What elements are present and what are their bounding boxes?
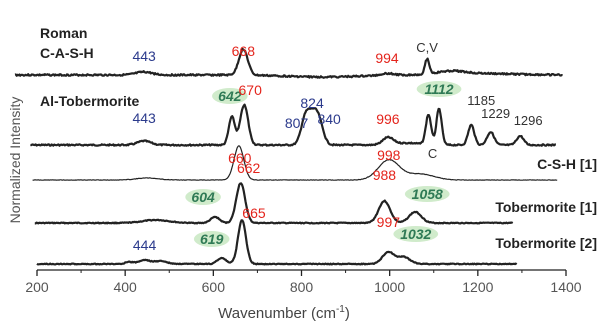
y-axis-title: Normalized Intensity [7,97,23,224]
series-label: Al-Tobermorite [40,93,140,109]
peak-label-highlight [212,88,248,104]
spectrum-line [32,145,558,181]
peak-label: 807 [285,115,309,131]
peak-label: 1112 [425,81,454,97]
peak-label: 1296 [514,113,543,128]
peak-label: 988 [373,167,397,183]
peak-label: 642 [218,88,242,104]
x-tick-label: 400 [113,279,137,295]
x-tick-label: 1400 [550,279,581,295]
spectrum-line [14,47,564,79]
x-tick-label: 800 [290,279,314,295]
peak-highlight-layer [185,81,462,247]
peak-label: 1058 [412,186,443,202]
x-tick-label: 200 [25,279,49,295]
peak-label: 670 [239,82,263,98]
peak-label: 824 [300,95,324,111]
x-tick-label: 1000 [374,279,405,295]
peak-label: 662 [237,160,261,176]
series-label: C-A-S-H [40,45,94,61]
x-axis-title: Wavenumber (cm-1) [218,304,350,322]
peak-label-highlight [393,226,439,242]
peak-label: 1229 [481,106,510,121]
spectrum-line [30,103,557,147]
peak-label: 665 [242,205,266,221]
peak-label: 660 [228,150,252,166]
peak-label: 997 [377,214,401,230]
spectrum-curves [14,47,564,266]
series-label: Tobermorite [1] [495,199,597,215]
peak-label: 996 [376,111,400,127]
x-axis-title-close: ) [345,305,350,322]
peak-label: 619 [200,231,224,247]
peak-label: 1185 [467,93,495,108]
x-tick-label: 600 [202,279,226,295]
peak-label-highlight [185,189,221,205]
peak-label: 668 [232,43,256,59]
peak-label: 840 [317,111,341,127]
series-label: C-S-H [1] [537,156,597,172]
peak-label: C,V [416,40,438,55]
peak-label-highlight [404,186,450,202]
peak-label: C [428,146,437,161]
peak-label: 604 [191,189,215,205]
peak-label: 998 [377,147,401,163]
peak-label: 443 [132,48,156,64]
peak-label: 1032 [400,226,431,242]
x-axis-title-superscript: -1 [336,304,345,315]
x-tick-label: 1200 [462,279,493,295]
x-axis-title-text: Wavenumber (cm [218,305,336,322]
peak-label: 444 [133,237,157,253]
peak-label: 994 [375,50,399,66]
spectrum-line [34,182,514,225]
series-label: Tobermorite [2] [495,235,597,251]
peak-label-highlight [193,231,230,247]
series-labels: Roman C-A-S-H Al-Tobermorite C-S-H [1] Tober… [40,25,597,251]
peak-label-highlight [416,81,462,97]
series-label: Roman [40,25,87,41]
x-axis-ticks: 200 400 600 800 1000 1200 1400 [25,270,582,295]
spectrum-line [36,219,518,266]
peak-label: 443 [132,110,156,126]
